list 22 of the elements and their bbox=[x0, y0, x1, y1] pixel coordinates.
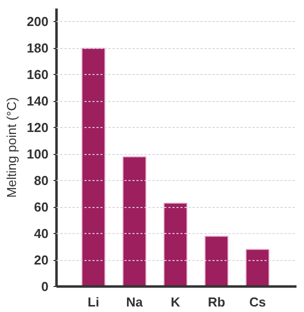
bar bbox=[163, 202, 188, 286]
bar bbox=[204, 236, 228, 286]
x-tick-label: Rb bbox=[208, 294, 226, 310]
bar bbox=[246, 248, 270, 286]
y-tick-label: 160 bbox=[26, 67, 49, 82]
y-tick-label: 200 bbox=[26, 14, 49, 30]
x-tick-label: Cs bbox=[249, 294, 266, 310]
x-tick-label: Na bbox=[126, 294, 144, 310]
y-tick-label: 140 bbox=[26, 94, 49, 109]
y-tick-label: 80 bbox=[34, 173, 49, 188]
y-tick-label: 40 bbox=[34, 226, 49, 242]
bar bbox=[81, 48, 106, 286]
x-tick-label: K bbox=[170, 294, 181, 310]
y-tick-label: 120 bbox=[26, 120, 49, 136]
bar bbox=[122, 156, 146, 286]
y-tick-label: 0 bbox=[41, 279, 49, 294]
y-tick-label: 100 bbox=[26, 146, 49, 162]
y-axis-title: Melting point (°C) bbox=[4, 97, 19, 198]
y-tick-label: 180 bbox=[26, 40, 49, 56]
y-tick-label: 20 bbox=[34, 252, 49, 268]
y-tick-label: 60 bbox=[34, 200, 49, 215]
x-tick-label: Li bbox=[88, 294, 100, 310]
